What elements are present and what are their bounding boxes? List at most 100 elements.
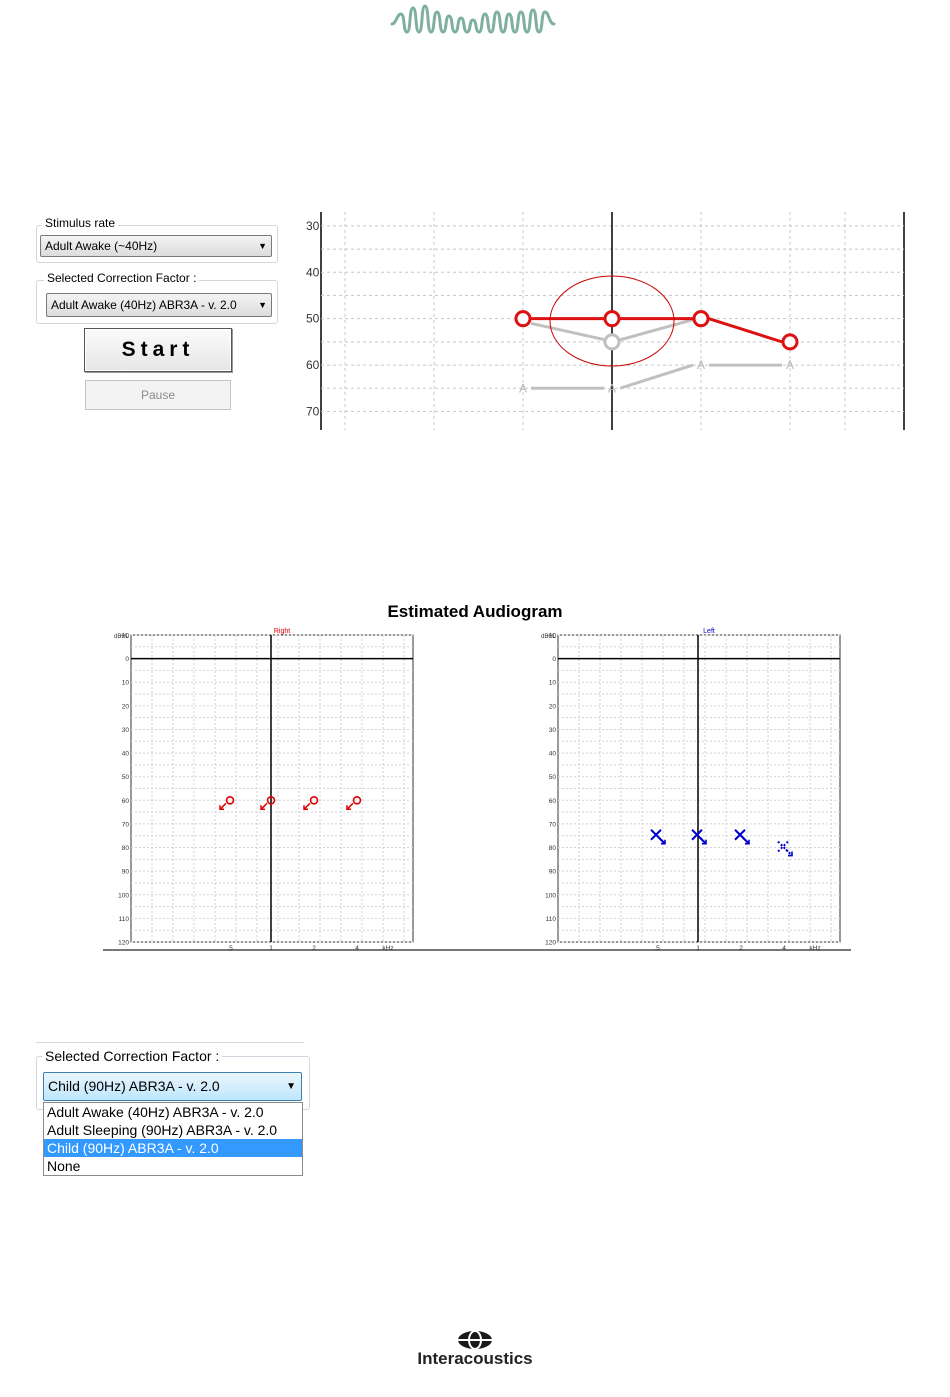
correction-factor-label: Selected Correction Factor : — [44, 271, 200, 285]
dropdown-option[interactable]: None — [47, 1158, 81, 1174]
y-tick-label: 50 — [549, 774, 557, 781]
y-tick-label: 20 — [549, 703, 557, 710]
series-red-point — [514, 310, 532, 328]
chevron-down-icon: ▼ — [286, 1081, 296, 1092]
footer-brand: Interacoustics — [417, 1349, 533, 1368]
ear-label: Left — [703, 628, 715, 635]
no-response-arrow — [658, 837, 666, 845]
series-gray-line — [530, 321, 605, 342]
y-tick-label: 90 — [122, 869, 130, 876]
pause-button[interactable]: Pause — [85, 380, 231, 410]
series-a-line — [619, 363, 694, 390]
right-ear-marker — [309, 796, 319, 805]
y-tick-label: 0 — [125, 656, 129, 663]
ear-label: Right — [274, 628, 290, 635]
left-ear-marker — [691, 829, 703, 841]
x-tick-label: 2 — [739, 945, 743, 952]
x-tick-label: 4 — [782, 945, 786, 952]
dropdown-option[interactable]: Adult Sleeping (90Hz) ABR3A - v. 2.0 — [47, 1122, 278, 1138]
audiogram-left: Left dBHL-10 0 10 20 30 40 50 60 70 80 90 100 110 120.… — [541, 628, 841, 952]
no-response-arrow — [742, 837, 750, 845]
y-unit-label: dBHL — [541, 634, 557, 640]
highlight-ellipse — [549, 275, 675, 367]
y-tick-label: 0 — [552, 656, 556, 663]
y-tick-label: 110 — [546, 916, 557, 923]
x-unit-label: kHz — [382, 945, 393, 952]
series-gray-point — [603, 333, 621, 351]
y-tick-label: 30 — [122, 727, 130, 734]
y-tick-label: 100 — [118, 892, 129, 899]
no-response-arrowhead — [788, 851, 793, 857]
right-ear-marker — [266, 796, 276, 805]
series-red-point — [692, 310, 710, 328]
y-tick-label: 30 — [549, 727, 557, 734]
y-tick-label: 40 — [122, 751, 130, 758]
correction-factor-value: Adult Awake (40Hz) ABR3A - v. 2.0 — [51, 298, 237, 312]
series-red-line — [708, 317, 783, 344]
no-response-arrowhead — [745, 839, 750, 845]
no-response-arrowhead — [661, 839, 666, 845]
x-unit-label: kHz — [809, 945, 820, 952]
y-tick-label: 60 — [122, 798, 130, 805]
threshold-chart: 30 40 50 60 70 A A A A — [306, 212, 905, 430]
no-response-arrowhead — [260, 805, 265, 811]
y-tick-label: 80 — [549, 845, 557, 852]
chevron-down-icon: ▼ — [258, 241, 267, 251]
series-a-marker: A — [786, 358, 794, 372]
right-ear-marker — [352, 796, 362, 805]
stimulus-rate-group — [36, 225, 278, 263]
y-tick-label: 60 — [306, 358, 320, 372]
no-response-arrowhead — [219, 805, 224, 811]
series-red-point — [781, 333, 799, 351]
correction-dropdown-select[interactable]: Child (90Hz) ABR3A - v. 2.0 ▼ — [43, 1072, 302, 1101]
start-button[interactable]: Start — [84, 328, 232, 372]
no-response-arrow — [699, 837, 707, 845]
y-tick-label: 80 — [122, 845, 130, 852]
stimulus-rate-label: Stimulus rate — [42, 216, 119, 230]
y-tick-label: 70 — [306, 404, 320, 418]
y-tick-label: 70 — [122, 821, 130, 828]
audiogram-right: Right dBHL-10 0 10 20 30 40 50 60 70 80 90 100 110 120… — [114, 628, 414, 952]
no-response-arrowhead — [346, 805, 351, 811]
dropdown-option[interactable]: Adult Awake (40Hz) ABR3A - v. 2.0 — [47, 1104, 264, 1120]
x-tick-label: 2 — [312, 945, 316, 952]
audiogram-panel: RightdBHL-100102030405060708090100110120… — [103, 628, 851, 952]
correction-factor-select[interactable]: Adult Awake (40Hz) ABR3A - v. 2.0 ▼ — [46, 293, 272, 317]
y-tick-label: 90 — [549, 869, 557, 876]
y-tick-label: 120 — [118, 940, 129, 947]
series-gray-line — [619, 318, 694, 342]
x-tick-label: 4 — [355, 945, 359, 952]
series-a-marker: A — [608, 381, 616, 395]
left-ear-marker — [650, 829, 662, 841]
divider — [36, 1042, 304, 1043]
series-red-point — [603, 310, 621, 328]
y-tick-label: 40 — [549, 751, 557, 758]
stimulus-rate-select[interactable]: Adult Awake (~40Hz) ▼ — [40, 235, 272, 257]
correction-dropdown-label: Selected Correction Factor : — [42, 1048, 223, 1064]
y-tick-label: -10 — [547, 633, 557, 640]
stimulus-rate-value: Adult Awake (~40Hz) — [45, 239, 158, 253]
left-ear-marker — [734, 829, 746, 841]
y-tick-label: 10 — [549, 680, 557, 687]
series-a-marker: A — [697, 358, 705, 372]
y-tick-label: 70 — [549, 821, 557, 828]
x-tick-label: 1 — [696, 945, 700, 952]
y-tick-label: 20 — [122, 703, 130, 710]
no-response-arrowhead — [702, 839, 707, 845]
waveform-logo-icon — [390, 4, 556, 34]
no-response-arrow — [303, 802, 311, 810]
correction-dropdown-list: Adult Awake (40Hz) ABR3A - v. 2.0 Adult S… — [43, 1102, 303, 1176]
y-unit-label: dBHL — [114, 634, 130, 640]
y-tick-label: 50 — [122, 774, 130, 781]
x-tick-label: 1 — [269, 945, 273, 952]
no-response-arrow — [219, 802, 227, 810]
series-a-marker: A — [519, 381, 527, 395]
y-tick-label: 110 — [119, 916, 130, 923]
y-tick-label: 120 — [545, 940, 556, 947]
no-response-arrow — [346, 802, 354, 810]
y-tick-label: 50 — [306, 312, 320, 326]
y-tick-label: 30 — [306, 219, 320, 233]
y-tick-label: -10 — [120, 633, 130, 640]
dropdown-option[interactable]: Child (90Hz) ABR3A - v. 2.0 — [44, 1139, 302, 1157]
y-tick-label: 40 — [306, 265, 320, 279]
